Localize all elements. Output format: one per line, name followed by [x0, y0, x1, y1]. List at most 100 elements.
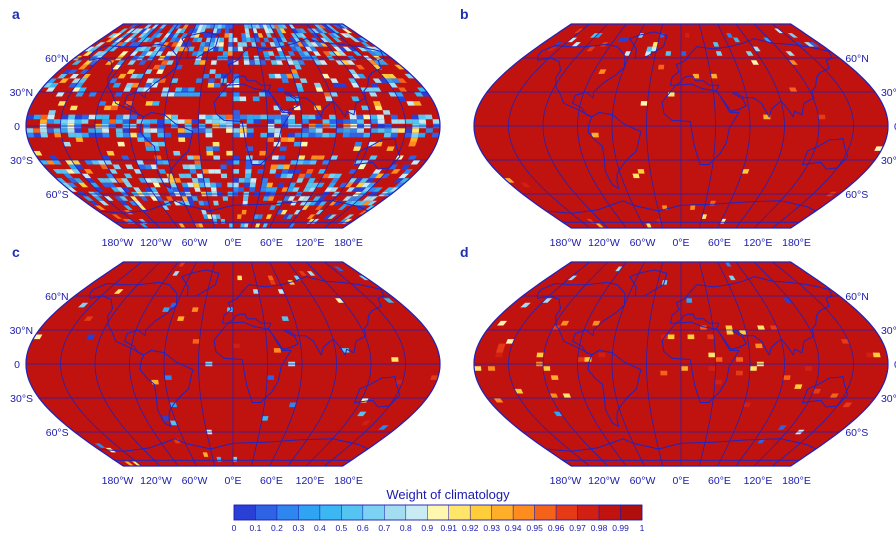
map-svg-b: b 60°N 30°N 0 30°S 60°S 180°W 120°W 60°W 0°E 60°E 1… — [460, 6, 896, 249]
colorbar-tick-label: 0.92 — [462, 523, 479, 533]
lon-label: 60°W — [182, 475, 208, 487]
lat-label: 30°S — [10, 393, 33, 405]
map-panel-b: b 60°N 30°N 0 30°S 60°S 180°W 120°W 60°W 0°E 60°E 1… — [448, 0, 896, 249]
colorbar-swatch — [577, 504, 600, 521]
colorbar-tick-label: 0.2 — [271, 523, 283, 533]
colorbar-swatch — [469, 504, 492, 521]
colorbar: 0 0.1 0.2 0.3 0.4 0.5 0.6 0.7 0.8 0.9 0.91 0.92 0.93… — [232, 504, 645, 533]
colorbar-swatch — [298, 504, 321, 521]
colorbar-tick-label: 0.7 — [378, 523, 390, 533]
colorbar-tick-label: 0 — [232, 523, 237, 533]
lon-label: 120°E — [296, 237, 325, 249]
map-panel-a: a 60°N 30°N 0 30°S 60°S 180°W 120°W 60°W 0°E 60°E 1… — [0, 0, 446, 249]
map-outline — [25, 23, 441, 229]
colorbar-tick-label: 1 — [640, 523, 645, 533]
colorbar-swatch — [512, 504, 535, 521]
lon-label: 180°W — [550, 475, 582, 487]
lon-label: 0°E — [672, 475, 689, 487]
lat-label: 30°N — [881, 87, 896, 99]
colorbar-swatch — [384, 504, 407, 521]
lon-label: 0°E — [224, 237, 241, 249]
colorbar-swatch — [362, 504, 385, 521]
lon-label: 60°E — [708, 475, 731, 487]
colorbar-tick-label: 0.94 — [505, 523, 522, 533]
colorbar-tick-label: 0.1 — [250, 523, 262, 533]
colorbar-tick-label: 0.98 — [591, 523, 608, 533]
lat-label: 0 — [894, 359, 896, 371]
map-svg-a: a 60°N 30°N 0 30°S 60°S 180°W 120°W 60°W 0°E 60°E 1… — [10, 6, 441, 249]
lon-label: 60°W — [182, 237, 208, 249]
graticule — [473, 261, 889, 467]
graticule — [25, 23, 441, 229]
lat-label: 0 — [894, 121, 896, 133]
lon-label: 180°E — [334, 475, 363, 487]
colorbar-tick-label: 0.96 — [548, 523, 565, 533]
lat-label: 60°N — [45, 53, 68, 65]
lon-label: 60°E — [260, 475, 283, 487]
panel-label: b — [460, 6, 469, 22]
colorbar-swatch — [405, 504, 428, 521]
colorbar-tick-label: 0.5 — [335, 523, 347, 533]
lat-label: 0 — [14, 121, 20, 133]
colorbar-swatch — [233, 504, 256, 521]
colorbar-swatch — [598, 504, 621, 521]
lat-label: 30°S — [881, 155, 896, 167]
panel-label: c — [12, 244, 20, 260]
lat-label: 60°S — [845, 427, 868, 439]
map-outline — [25, 261, 441, 467]
colorbar-swatch — [319, 504, 342, 521]
lon-label: 120°W — [588, 475, 620, 487]
colorbar-tick-label: 0.93 — [483, 523, 500, 533]
colorbar-tick-label: 0.91 — [440, 523, 457, 533]
colorbar-swatch — [276, 504, 299, 521]
colorbar-swatch — [491, 504, 514, 521]
lon-label: 60°W — [630, 475, 656, 487]
lat-label: 60°N — [845, 53, 868, 65]
lon-label: 180°E — [782, 237, 811, 249]
lon-label: 120°E — [744, 237, 773, 249]
lon-label: 180°W — [102, 237, 134, 249]
colorbar-tick-label: 0.9 — [421, 523, 433, 533]
map-outline — [473, 23, 889, 229]
panel-label: a — [12, 6, 20, 22]
lon-label: 120°E — [744, 475, 773, 487]
lon-label: 60°W — [630, 237, 656, 249]
lon-label: 120°E — [296, 475, 325, 487]
lon-label: 180°W — [102, 475, 134, 487]
colorbar-tick-label: 0.95 — [526, 523, 543, 533]
lon-label: 180°E — [782, 475, 811, 487]
panel-label: d — [460, 244, 469, 260]
lon-label: 0°E — [672, 237, 689, 249]
colorbar-swatch — [427, 504, 449, 521]
lon-label: 120°W — [140, 237, 172, 249]
lat-label: 0 — [14, 359, 20, 371]
colorbar-swatch — [555, 504, 578, 521]
lat-label: 60°S — [46, 427, 69, 439]
colorbar-swatch — [448, 504, 471, 521]
lat-label: 30°N — [881, 325, 896, 337]
lon-label: 0°E — [224, 475, 241, 487]
lon-label: 120°W — [140, 475, 172, 487]
lon-label: 180°E — [334, 237, 363, 249]
lat-label: 30°S — [10, 155, 33, 167]
colorbar-tick-label: 0.97 — [569, 523, 586, 533]
colorbar-tick-label: 0.4 — [314, 523, 326, 533]
map-panel-c: c 60°N 30°N 0 30°S 60°S 180°W 120°W 60°W 0°E 60°E 1… — [0, 238, 446, 487]
colorbar-swatch — [620, 504, 643, 521]
colorbar-tick-label: 0.99 — [612, 523, 629, 533]
lat-label: 30°S — [881, 393, 896, 405]
map-svg-c: c 60°N 30°N 0 30°S 60°S 180°W 120°W 60°W 0°E 60°E 1… — [10, 244, 441, 487]
lon-label: 120°W — [588, 237, 620, 249]
lon-label: 60°E — [260, 237, 283, 249]
map-panel-d: d 60°N 30°N 0 30°S 60°S 180°W 120°W 60°W 0°E 60°E 1… — [448, 238, 896, 487]
data-field — [26, 24, 440, 228]
map-svg-d: d 60°N 30°N 0 30°S 60°S 180°W 120°W 60°W 0°E 60°E 1… — [460, 244, 896, 487]
colorbar-swatch — [341, 504, 364, 521]
lon-label: 180°W — [550, 237, 582, 249]
lat-label: 60°S — [46, 189, 69, 201]
colorbar-tick-label: 0.6 — [357, 523, 369, 533]
colorbar-title: Weight of climatology — [386, 487, 510, 502]
lat-label: 30°N — [10, 325, 33, 337]
lat-label: 60°N — [845, 291, 868, 303]
